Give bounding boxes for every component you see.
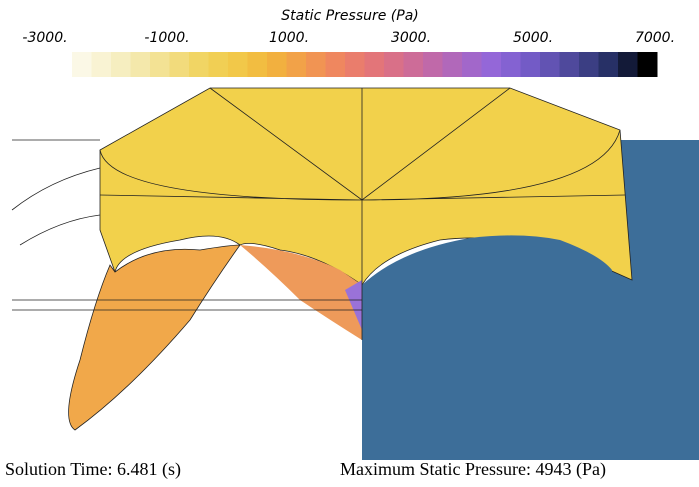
colorbar-cell — [637, 52, 658, 77]
colorbar-tick-label: 3000. — [391, 30, 431, 46]
colorbar-cell — [579, 52, 599, 77]
colorbar-cell — [130, 52, 151, 77]
colorbar-tick-label: 7000. — [635, 30, 675, 46]
colorbar-cell — [384, 52, 404, 77]
colorbar-cell — [481, 52, 502, 77]
blue-block — [362, 300, 699, 460]
colorbar-tick-label: -1000. — [144, 30, 189, 46]
colorbar-cell — [618, 52, 638, 77]
colorbar-cell — [501, 52, 521, 77]
outline-lines — [11, 139, 362, 311]
left-wing — [68, 244, 241, 431]
colorbar-cell — [520, 52, 541, 77]
colorbar-ticks: -3000. -1000. 1000. 3000. 5000. 7000. — [22, 30, 675, 46]
colorbar-tick-label: -3000. — [22, 30, 67, 46]
colorbar-cell — [91, 52, 112, 77]
colorbar-cell — [111, 52, 131, 77]
colorbar-cell — [403, 52, 424, 77]
colorbar-cell — [364, 52, 385, 77]
colorbar-tick-label: 1000. — [269, 30, 309, 46]
colorbar-cell — [189, 52, 209, 77]
colorbar-cell — [208, 52, 229, 77]
colorbar-cell — [462, 52, 482, 77]
colorbar-cell — [72, 52, 92, 77]
colorbar-cell — [345, 52, 365, 77]
edges — [99, 87, 626, 340]
blue-surface — [362, 235, 612, 300]
colorbar-tick-label: 5000. — [513, 30, 553, 46]
colorbar-cell — [228, 52, 248, 77]
colorbar-cell — [559, 52, 580, 77]
model — [11, 87, 699, 460]
colorbar-cell — [247, 52, 268, 77]
colorbar-cell — [325, 52, 346, 77]
colorbar-cell — [442, 52, 463, 77]
colorbar-cell — [540, 52, 560, 77]
colorbar-cell — [267, 52, 287, 77]
colorbar-cell — [169, 52, 190, 77]
colorbar-cell — [423, 52, 443, 77]
colorbar-cell — [286, 52, 307, 77]
colorbar-cell — [598, 52, 619, 77]
solution-time: Solution Time: 6.481 (s) — [5, 459, 181, 480]
colorbar-title: Static Pressure (Pa) — [281, 8, 419, 24]
colorbar — [72, 52, 658, 77]
max-pressure: Maximum Static Pressure: 4943 (Pa) — [340, 459, 606, 480]
arch — [240, 245, 362, 340]
colorbar-cell — [306, 52, 326, 77]
high-pressure — [345, 280, 362, 330]
colorbar-cell — [150, 52, 170, 77]
